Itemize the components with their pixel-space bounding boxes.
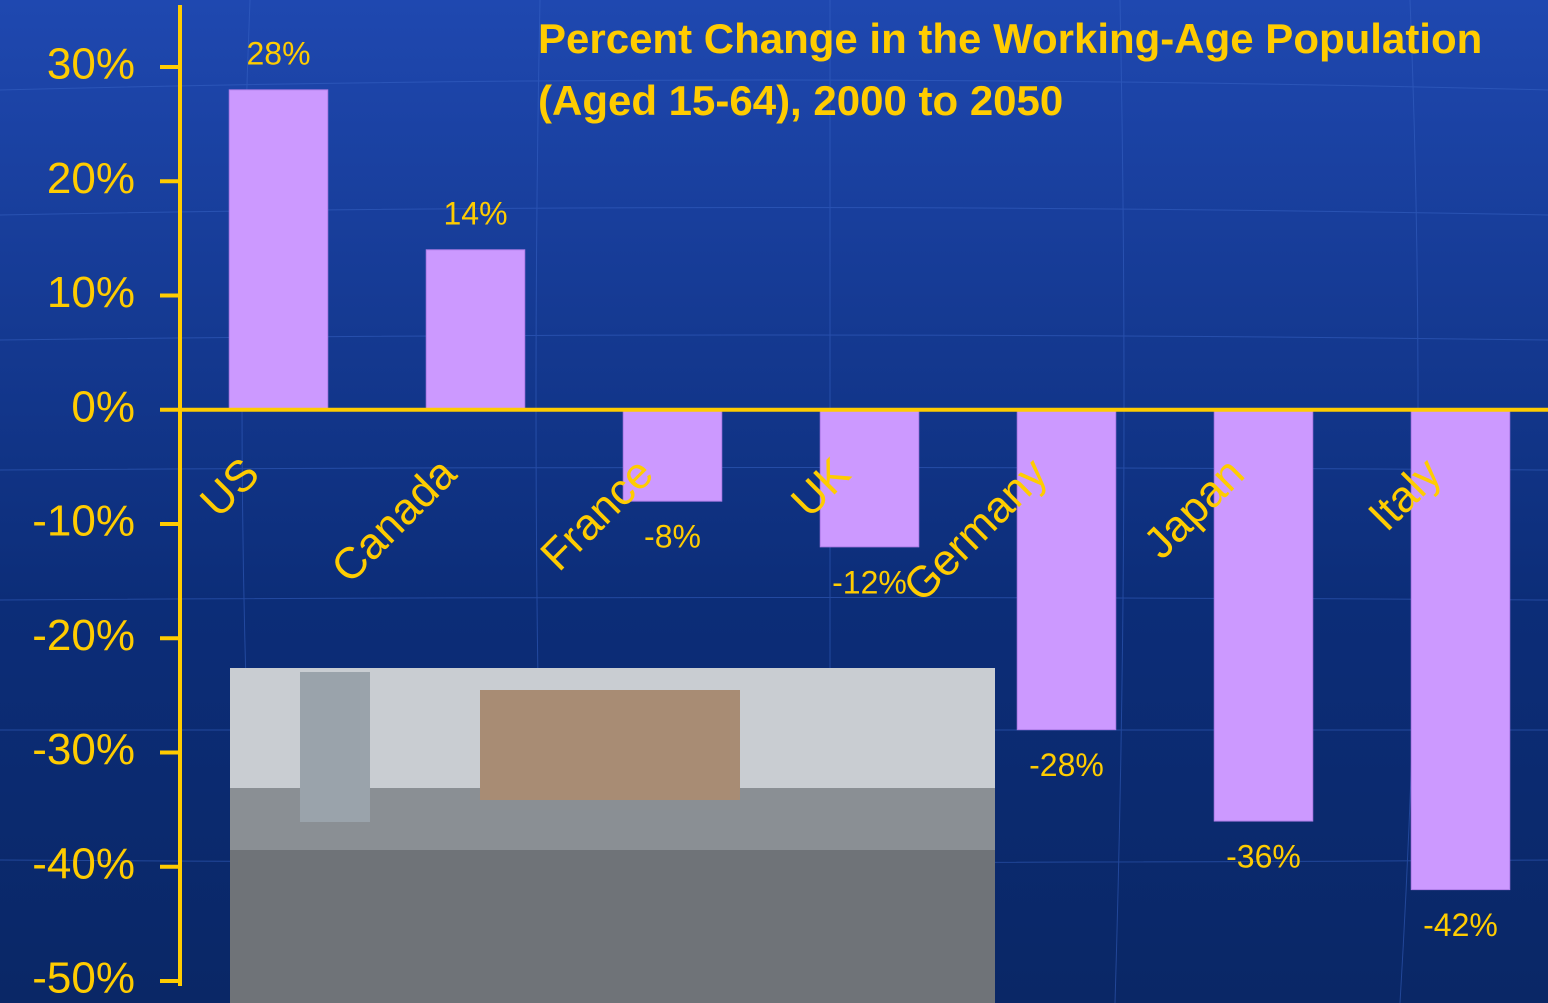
value-label: -28% <box>1029 747 1104 783</box>
y-tick-label: -40% <box>32 839 135 888</box>
value-label: -8% <box>644 519 701 555</box>
y-tick-label: -30% <box>32 725 135 774</box>
y-tick-label: -10% <box>32 497 135 546</box>
x-tick-label: Canada <box>322 448 466 592</box>
chart-title: Percent Change in the Working-Age Popula… <box>538 15 1483 124</box>
y-tick-label: -50% <box>32 954 135 1003</box>
value-label: 28% <box>246 35 310 71</box>
y-tick-label: 20% <box>47 154 135 203</box>
bar <box>1410 409 1511 891</box>
value-label: -12% <box>832 564 907 600</box>
bar <box>228 89 329 411</box>
bar <box>819 409 920 548</box>
x-tick-label: France <box>531 449 662 580</box>
x-tick-label: US <box>191 449 269 527</box>
bar <box>1213 409 1314 822</box>
value-label: -42% <box>1423 907 1498 943</box>
bar <box>425 249 526 411</box>
value-label: 14% <box>443 195 507 231</box>
y-tick-label: 0% <box>71 382 135 431</box>
y-tick-label: 30% <box>47 40 135 89</box>
photo <box>230 668 995 1003</box>
y-tick-label: -20% <box>32 611 135 660</box>
bar <box>1016 409 1117 731</box>
y-tick-label: 10% <box>47 268 135 317</box>
value-label: -36% <box>1226 839 1301 875</box>
